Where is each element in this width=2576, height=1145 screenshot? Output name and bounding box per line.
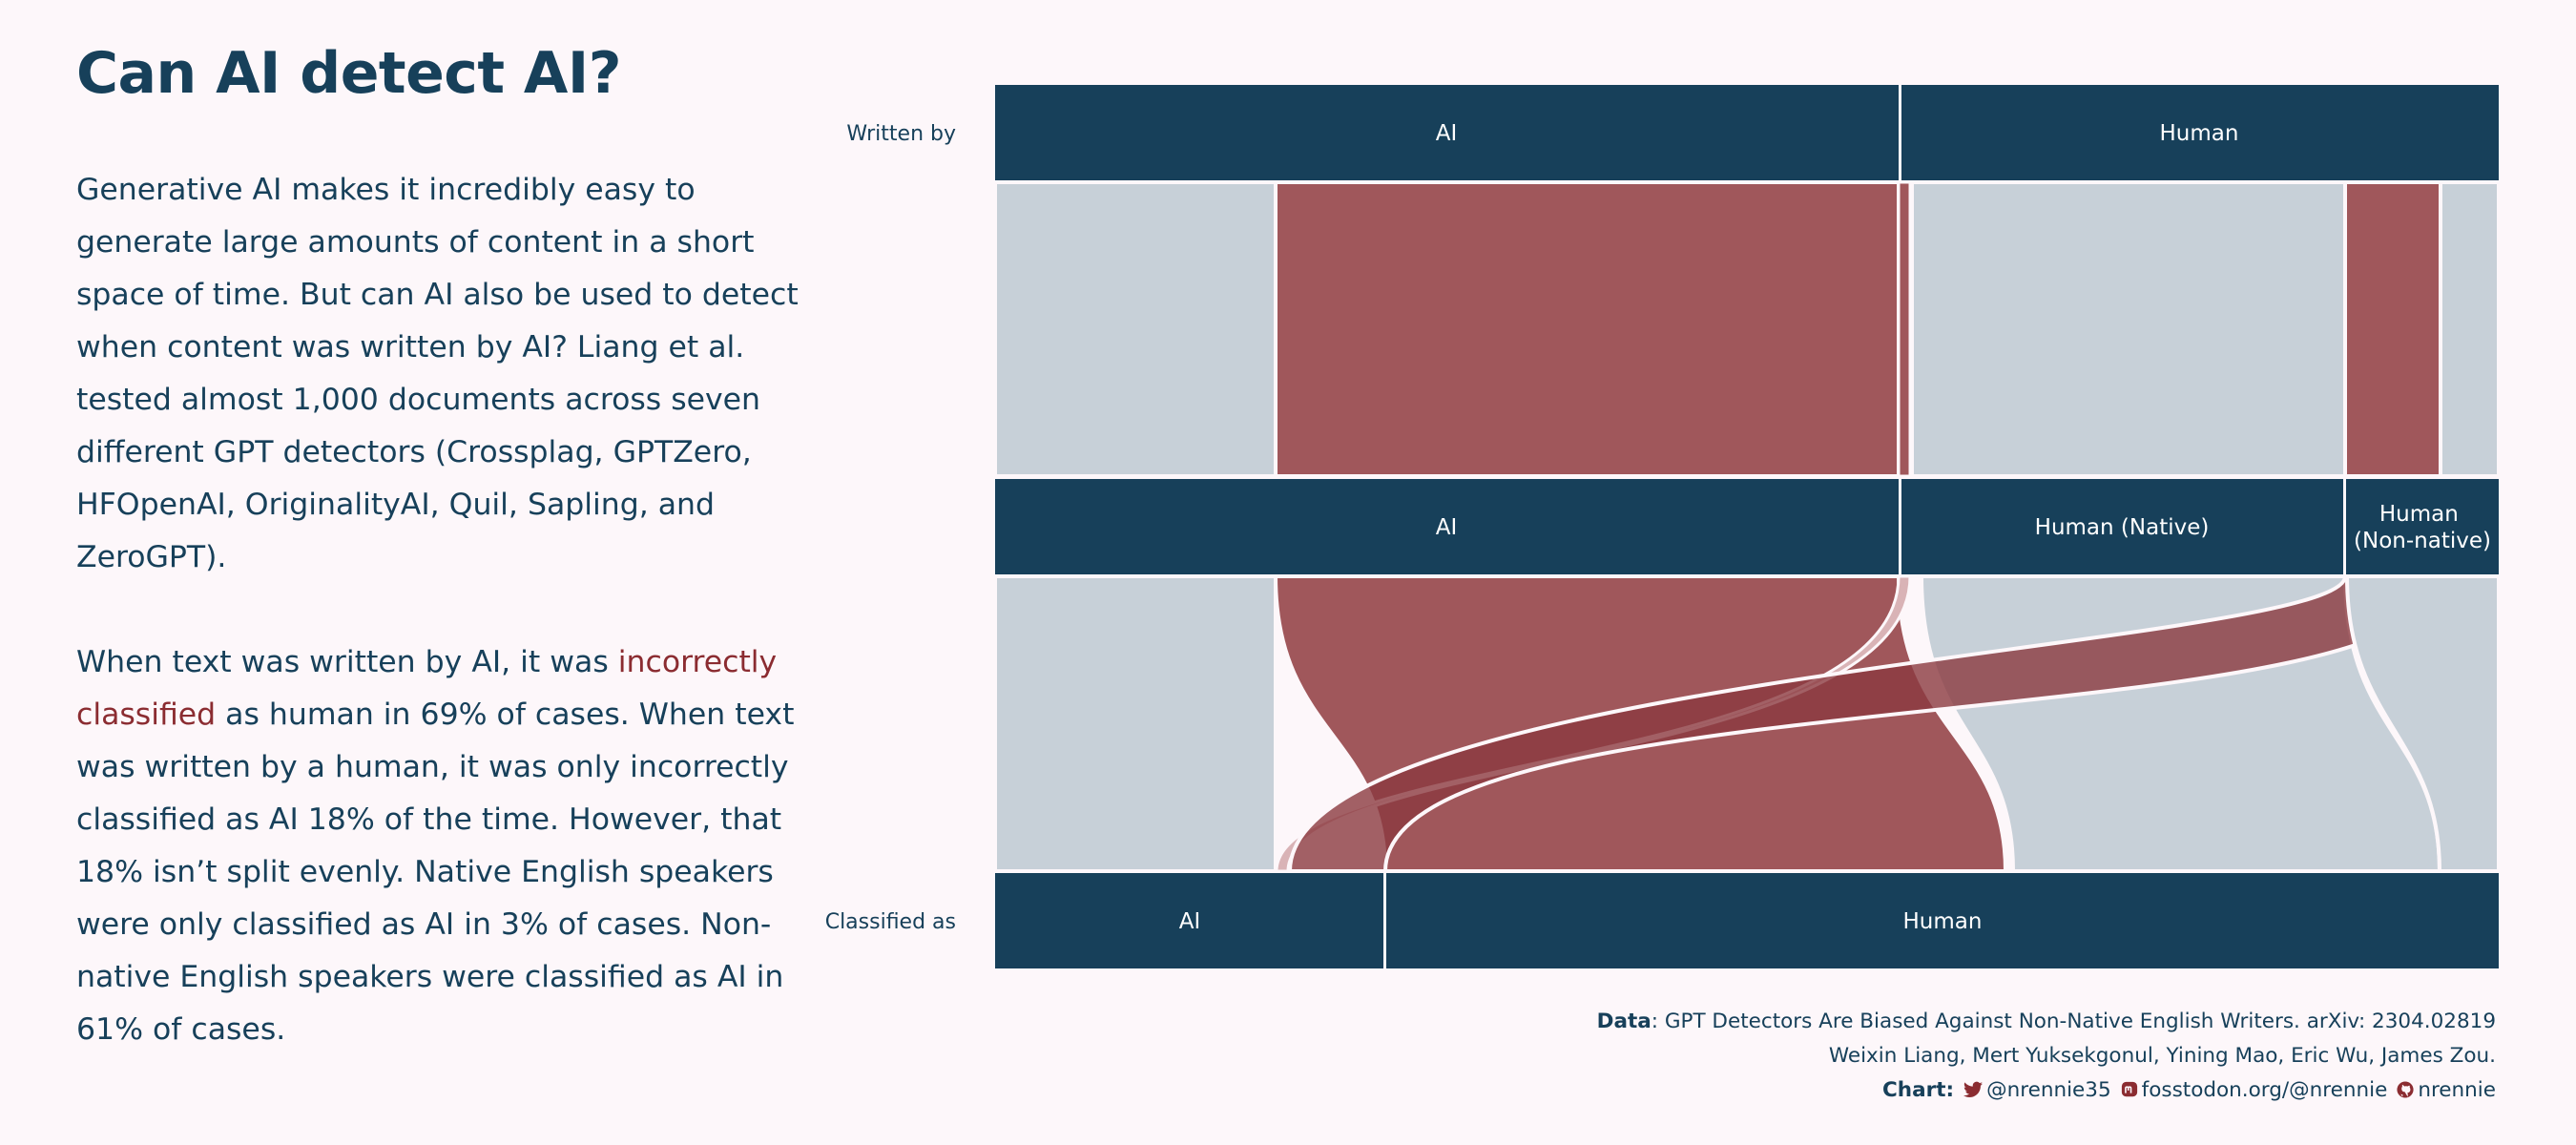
source-chart-key: Chart — [1882, 1078, 1946, 1102]
source-authors-line: Weixin Liang, Mert Yuksekgonul, Yining M… — [1828, 1044, 2496, 1068]
flows-top — [993, 180, 2501, 478]
flow-ai-ai-correct — [993, 180, 1278, 478]
alluvial-chart: AI Human Written by AI Human (Native) Hu… — [825, 85, 2501, 968]
page-title: Can AI detect AI? — [76, 40, 622, 107]
findings-text-before: When text was written by AI, it was — [76, 645, 618, 679]
written-by-bars: AI Human Written by — [846, 85, 2499, 180]
axis-label-classified-as: Classified as — [825, 910, 956, 934]
flow-nonnative-to-ai — [1287, 574, 2443, 873]
flows-bottom — [993, 574, 2501, 873]
flow-human-nonnative-correct — [2439, 180, 2501, 478]
classified-bars: AI Human Classified as — [825, 873, 2499, 968]
intro-paragraph: Generative AI makes it incredibly easy t… — [76, 173, 799, 574]
flow-ai-ai-misclassified — [1274, 180, 1901, 478]
source-data-text: : GPT Detectors Are Biased Against Non-N… — [1651, 1010, 2496, 1033]
label-classified-ai: AI — [1179, 909, 1201, 934]
bar-group-native — [1901, 479, 2343, 574]
label-group-nonnative-line2: (Non-native) — [2354, 529, 2491, 553]
label-group-nonnative: Human (Non-native) — [2354, 502, 2491, 553]
label-written-ai: AI — [1436, 121, 1458, 146]
bar-written-ai — [995, 85, 1899, 180]
axis-label-written-by: Written by — [846, 122, 956, 146]
flow-human-native-correct — [1910, 180, 2347, 478]
bar-group-ai — [995, 479, 1899, 574]
bar-written-human — [1901, 85, 2499, 180]
group-bars: AI Human (Native) Human (Non-native) — [995, 479, 2499, 574]
github-handle: nrennie — [2418, 1078, 2496, 1102]
label-written-human: Human — [2160, 121, 2239, 146]
flow-ai-correct-straight — [993, 574, 1278, 873]
label-group-native: Human (Native) — [2035, 515, 2210, 540]
source-data-key: Data — [1596, 1010, 1652, 1033]
flow-human-nonnative-misclassified — [2343, 180, 2442, 478]
label-group-nonnative-line1: Human — [2379, 502, 2459, 527]
findings-highlight: incorrectly classified — [76, 645, 778, 732]
twitter-handle: @nrennie35 — [1986, 1078, 2111, 1102]
bar-classified-ai — [995, 873, 1383, 968]
source-chart-line: Chart: @nrennie35 fosstodon.org/@nrennie nr… — [1882, 1078, 2496, 1102]
mastodon-icon — [2121, 1081, 2137, 1097]
findings-text-after: as human in 69% of cases. When text was … — [76, 697, 795, 1047]
bar-group-nonnative — [2346, 479, 2499, 574]
twitter-icon — [1963, 1081, 1984, 1097]
findings-paragraph: When text was written by AI, it was inco… — [76, 636, 821, 1056]
label-classified-human: Human — [1903, 909, 1983, 934]
mastodon-handle: fosstodon.org/@nrennie — [2141, 1078, 2388, 1102]
flow-ai-ai-sliver — [1897, 180, 1912, 478]
flow-nonnative-to-human — [2344, 574, 2501, 873]
bar-classified-human — [1386, 873, 2499, 968]
github-icon — [2397, 1081, 2414, 1098]
source-data-line: Data: GPT Detectors Are Biased Against N… — [1597, 1010, 2496, 1033]
label-group-ai: AI — [1436, 515, 1458, 540]
